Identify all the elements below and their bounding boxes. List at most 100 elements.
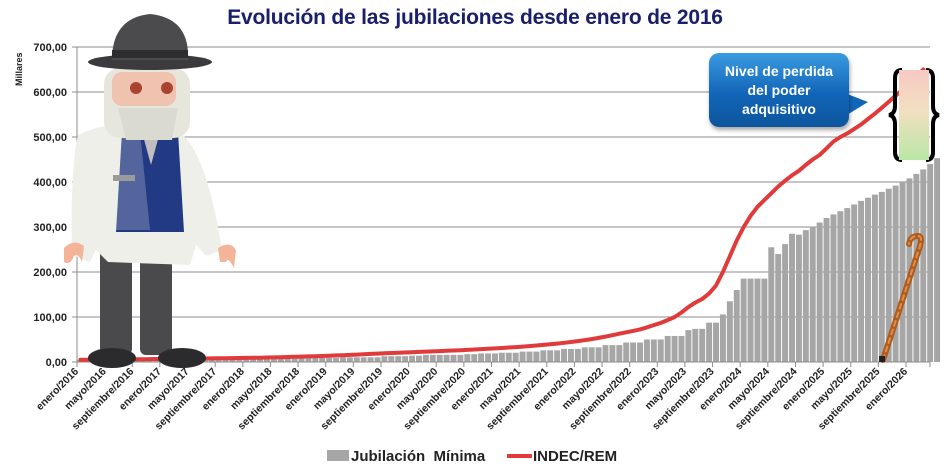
bar <box>865 197 871 362</box>
y-tick-label: 600,00 <box>33 87 67 99</box>
y-tick-labels: 0,00 100,00 200,00 300,00 400,00 500,00 600,00… <box>33 42 67 369</box>
bar <box>402 356 409 362</box>
left-brace <box>888 68 903 162</box>
bar <box>450 354 457 362</box>
bar <box>795 234 802 362</box>
bar <box>533 351 540 362</box>
bar <box>802 230 809 362</box>
legend-label-indec-rem: INDEC/REM <box>533 448 617 465</box>
bar <box>471 354 478 362</box>
y-tick-label: 300,00 <box>33 222 67 234</box>
bar <box>360 357 367 362</box>
bar <box>264 358 270 362</box>
bar <box>326 357 333 362</box>
bar <box>809 227 816 362</box>
bar <box>409 355 416 362</box>
bar <box>319 357 326 362</box>
bar <box>270 358 277 362</box>
bar <box>236 358 243 362</box>
bar <box>284 358 291 362</box>
bar <box>526 351 533 362</box>
chart-title: Evolución de las jubilaciones desde ener… <box>227 6 723 29</box>
bar <box>498 352 505 362</box>
bar <box>512 352 519 362</box>
bar <box>491 353 498 362</box>
bar <box>844 208 851 362</box>
bar <box>754 278 761 362</box>
callout-line-3: adquisitivo <box>742 100 816 117</box>
bar <box>353 357 360 362</box>
bar <box>643 339 650 362</box>
walking-cane-icon <box>879 232 924 363</box>
bar <box>878 191 885 362</box>
bar <box>657 339 664 362</box>
bar <box>519 351 526 362</box>
y-axis-label: Millares <box>14 52 24 86</box>
bar <box>733 290 740 362</box>
bar <box>595 347 602 362</box>
bar <box>312 357 319 362</box>
bar <box>229 358 236 362</box>
bar <box>415 355 422 362</box>
bar <box>257 358 264 362</box>
bar <box>706 322 713 362</box>
bar <box>892 185 899 362</box>
bar <box>581 347 588 362</box>
bar <box>623 342 630 362</box>
bar <box>637 342 643 362</box>
bar <box>367 357 374 362</box>
bar <box>485 353 492 362</box>
callout-line-2: del poder <box>747 81 811 98</box>
bar <box>609 345 616 362</box>
bar <box>899 182 906 362</box>
bar <box>630 342 637 362</box>
bar <box>574 348 581 362</box>
legend: Jubilación Mínima INDEC/REM <box>327 448 617 465</box>
y-tick-label: 400,00 <box>33 177 67 189</box>
bar <box>823 218 830 362</box>
bar <box>789 233 795 362</box>
bar <box>464 354 471 362</box>
bar <box>685 330 692 362</box>
bar <box>346 357 353 362</box>
right-brace <box>925 68 940 162</box>
x-tick-labels: enero/2016mayo/2016septiembre/2016enero/… <box>34 366 910 433</box>
bar <box>692 328 699 362</box>
bar <box>478 353 485 362</box>
bar <box>713 322 719 362</box>
bar <box>429 354 436 362</box>
callout-line-1: Nivel de perdida <box>724 62 834 79</box>
bar <box>650 339 657 362</box>
y-tick-label: 700,00 <box>33 42 67 54</box>
bar <box>699 328 706 362</box>
bar <box>374 357 381 362</box>
bar <box>602 345 609 362</box>
bar <box>422 354 429 362</box>
bar <box>333 357 340 362</box>
bar <box>775 254 782 362</box>
y-tick-label: 0,00 <box>46 357 67 369</box>
bar <box>851 204 858 362</box>
bar <box>436 354 443 362</box>
y-tick-label: 500,00 <box>33 132 67 144</box>
bar <box>395 356 402 362</box>
bar <box>837 211 844 362</box>
bar <box>726 301 733 362</box>
bar <box>761 278 768 362</box>
bar <box>830 214 837 362</box>
bar <box>457 354 464 362</box>
bar <box>782 244 789 362</box>
bar <box>540 350 547 362</box>
toy-figure-elderly-man-icon <box>64 14 236 368</box>
gap-braces <box>888 68 940 162</box>
bar <box>678 335 685 362</box>
bar <box>671 335 678 362</box>
bar <box>388 356 395 362</box>
bar <box>913 173 920 362</box>
bar <box>858 200 865 362</box>
bar <box>443 354 450 362</box>
legend-swatch-jubilacion-minima <box>327 450 349 461</box>
bar <box>920 169 927 362</box>
bar <box>740 278 747 362</box>
